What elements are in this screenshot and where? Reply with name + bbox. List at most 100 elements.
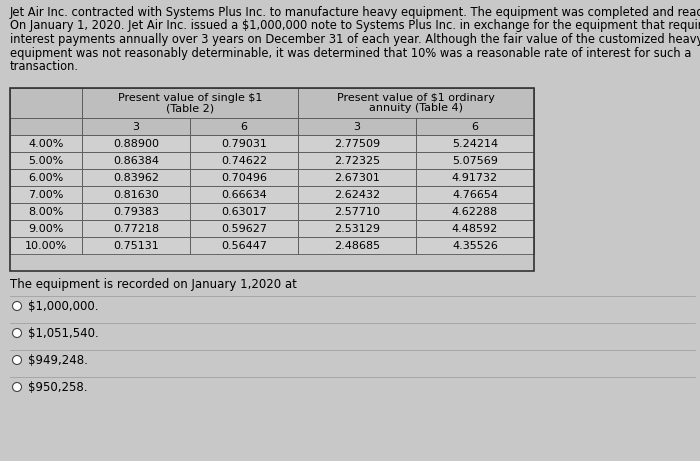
- Text: Jet Air Inc. contracted with Systems Plus Inc. to manufacture heavy equipment. T: Jet Air Inc. contracted with Systems Plu…: [10, 6, 700, 19]
- Text: annuity (Table 4): annuity (Table 4): [369, 103, 463, 113]
- Circle shape: [13, 355, 22, 365]
- Text: 5.00%: 5.00%: [29, 155, 64, 165]
- Text: 5.24214: 5.24214: [452, 138, 498, 148]
- Bar: [82, 88, 298, 118]
- Text: 10.00%: 10.00%: [25, 241, 67, 250]
- Text: Present value of single $1: Present value of single $1: [118, 93, 262, 103]
- Text: 0.66634: 0.66634: [221, 189, 267, 200]
- Text: 0.74622: 0.74622: [221, 155, 267, 165]
- Text: 4.00%: 4.00%: [28, 138, 64, 148]
- Text: 6.00%: 6.00%: [29, 172, 64, 183]
- Text: 9.00%: 9.00%: [28, 224, 64, 234]
- Text: 0.77218: 0.77218: [113, 224, 159, 234]
- Bar: [10, 88, 534, 271]
- Text: 7.00%: 7.00%: [28, 189, 64, 200]
- Bar: [82, 152, 190, 169]
- Bar: [190, 152, 298, 169]
- Text: 0.88900: 0.88900: [113, 138, 159, 148]
- Bar: [416, 203, 534, 220]
- Text: 6: 6: [241, 122, 248, 131]
- Bar: [10, 220, 82, 237]
- Text: 0.79031: 0.79031: [221, 138, 267, 148]
- Text: 0.63017: 0.63017: [221, 207, 267, 217]
- Text: 3: 3: [354, 122, 360, 131]
- Bar: [82, 203, 190, 220]
- Text: 4.48592: 4.48592: [452, 224, 498, 234]
- Bar: [416, 152, 534, 169]
- Bar: [190, 186, 298, 203]
- Text: equipment was not reasonably determinable, it was determined that 10% was a reas: equipment was not reasonably determinabl…: [10, 47, 692, 59]
- Bar: [10, 88, 82, 118]
- Text: 5.07569: 5.07569: [452, 155, 498, 165]
- Text: (Table 2): (Table 2): [166, 103, 214, 113]
- Bar: [190, 237, 298, 254]
- Text: 4.76654: 4.76654: [452, 189, 498, 200]
- Circle shape: [13, 329, 22, 337]
- Bar: [190, 169, 298, 186]
- Bar: [416, 237, 534, 254]
- Bar: [82, 220, 190, 237]
- Text: 0.70496: 0.70496: [221, 172, 267, 183]
- Text: Present value of $1 ordinary: Present value of $1 ordinary: [337, 93, 495, 103]
- Text: 0.59627: 0.59627: [221, 224, 267, 234]
- Text: 4.35526: 4.35526: [452, 241, 498, 250]
- Text: 4.62288: 4.62288: [452, 207, 498, 217]
- Text: 2.57710: 2.57710: [334, 207, 380, 217]
- Bar: [298, 169, 416, 186]
- Text: $1,000,000.: $1,000,000.: [28, 300, 99, 313]
- Bar: [298, 220, 416, 237]
- Circle shape: [13, 301, 22, 311]
- Circle shape: [13, 383, 22, 391]
- Text: $950,258.: $950,258.: [28, 380, 88, 394]
- Text: 0.56447: 0.56447: [221, 241, 267, 250]
- Text: 3: 3: [132, 122, 139, 131]
- Bar: [190, 203, 298, 220]
- Bar: [10, 152, 82, 169]
- Bar: [10, 203, 82, 220]
- Bar: [10, 118, 82, 135]
- Text: 0.83962: 0.83962: [113, 172, 159, 183]
- Bar: [82, 118, 190, 135]
- Bar: [82, 169, 190, 186]
- Bar: [298, 186, 416, 203]
- Text: 0.86384: 0.86384: [113, 155, 159, 165]
- Text: 2.48685: 2.48685: [334, 241, 380, 250]
- Bar: [416, 169, 534, 186]
- Bar: [10, 186, 82, 203]
- Bar: [416, 186, 534, 203]
- Text: 2.62432: 2.62432: [334, 189, 380, 200]
- Text: 2.72325: 2.72325: [334, 155, 380, 165]
- Bar: [82, 186, 190, 203]
- Bar: [298, 152, 416, 169]
- Bar: [10, 135, 82, 152]
- Bar: [298, 88, 534, 118]
- Text: 0.81630: 0.81630: [113, 189, 159, 200]
- Text: 4.91732: 4.91732: [452, 172, 498, 183]
- Bar: [298, 135, 416, 152]
- Bar: [10, 237, 82, 254]
- Bar: [298, 118, 416, 135]
- Bar: [416, 220, 534, 237]
- Bar: [82, 135, 190, 152]
- Bar: [298, 203, 416, 220]
- Text: $949,248.: $949,248.: [28, 354, 88, 366]
- Text: 2.77509: 2.77509: [334, 138, 380, 148]
- Bar: [190, 135, 298, 152]
- Text: 2.67301: 2.67301: [334, 172, 380, 183]
- Text: 0.75131: 0.75131: [113, 241, 159, 250]
- Bar: [82, 237, 190, 254]
- Bar: [298, 237, 416, 254]
- Bar: [190, 118, 298, 135]
- Bar: [416, 135, 534, 152]
- Text: 0.79383: 0.79383: [113, 207, 159, 217]
- Text: transaction.: transaction.: [10, 60, 79, 73]
- Text: $1,051,540.: $1,051,540.: [28, 326, 99, 339]
- Bar: [416, 118, 534, 135]
- Text: interest payments annually over 3 years on December 31 of each year. Although th: interest payments annually over 3 years …: [10, 33, 700, 46]
- Text: The equipment is recorded on January 1,2020 at: The equipment is recorded on January 1,2…: [10, 278, 297, 291]
- Text: 8.00%: 8.00%: [28, 207, 64, 217]
- Text: 6: 6: [472, 122, 479, 131]
- Text: On January 1, 2020. Jet Air Inc. issued a $1,000,000 note to Systems Plus Inc. i: On January 1, 2020. Jet Air Inc. issued …: [10, 19, 700, 32]
- Bar: [10, 169, 82, 186]
- Bar: [190, 220, 298, 237]
